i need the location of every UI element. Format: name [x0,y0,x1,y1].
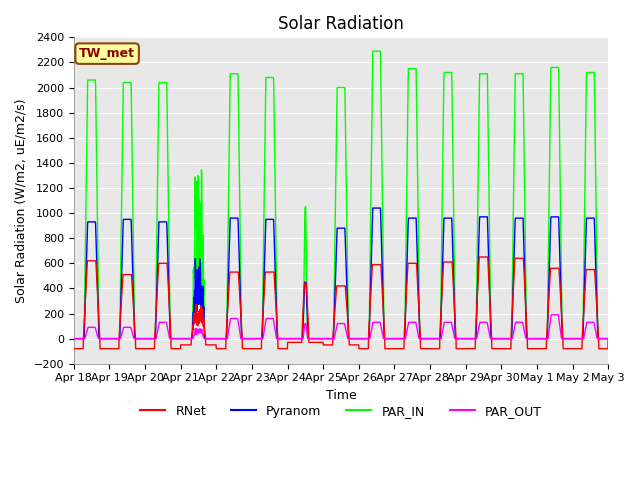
RNet [572,346,580,351]
RNet [497,346,504,351]
Line: RNet: RNet [74,257,608,348]
Line: PAR_OUT: PAR_OUT [74,315,608,338]
Pyranom [219,336,227,341]
RNet [604,336,612,341]
PAR_OUT [572,336,580,341]
PAR_IN [70,336,77,341]
PAR_OUT [356,336,364,341]
PAR_OUT [368,326,376,332]
PAR_OUT [70,336,77,341]
PAR_IN [369,48,376,54]
PAR_OUT [557,333,565,339]
Pyranom [70,336,77,341]
PAR_IN [368,120,376,126]
Text: TW_met: TW_met [79,47,135,60]
PAR_OUT [604,336,612,341]
RNet [70,346,77,351]
PAR_OUT [496,336,504,341]
Title: Solar Radiation: Solar Radiation [278,15,404,33]
Pyranom [497,336,504,341]
PAR_IN [356,336,364,341]
Line: Pyranom: Pyranom [74,208,608,338]
Pyranom [369,205,376,211]
PAR_IN [219,336,227,341]
Pyranom [356,336,364,341]
Legend: RNet, Pyranom, PAR_IN, PAR_OUT: RNet, Pyranom, PAR_IN, PAR_OUT [135,400,547,423]
RNet [557,304,565,310]
RNet [476,254,483,260]
PAR_IN [572,336,580,341]
RNet [219,346,227,351]
PAR_OUT [547,312,555,318]
Pyranom [368,238,376,244]
RNet [368,272,376,277]
PAR_IN [557,254,565,260]
Y-axis label: Solar Radiation (W/m2, uE/m2/s): Solar Radiation (W/m2, uE/m2/s) [15,98,28,303]
Pyranom [572,336,580,341]
RNet [356,346,364,351]
Line: PAR_IN: PAR_IN [74,51,608,338]
X-axis label: Time: Time [326,389,356,402]
PAR_IN [497,336,504,341]
PAR_OUT [219,336,227,341]
Pyranom [557,299,565,305]
Pyranom [604,336,612,341]
PAR_IN [604,336,612,341]
